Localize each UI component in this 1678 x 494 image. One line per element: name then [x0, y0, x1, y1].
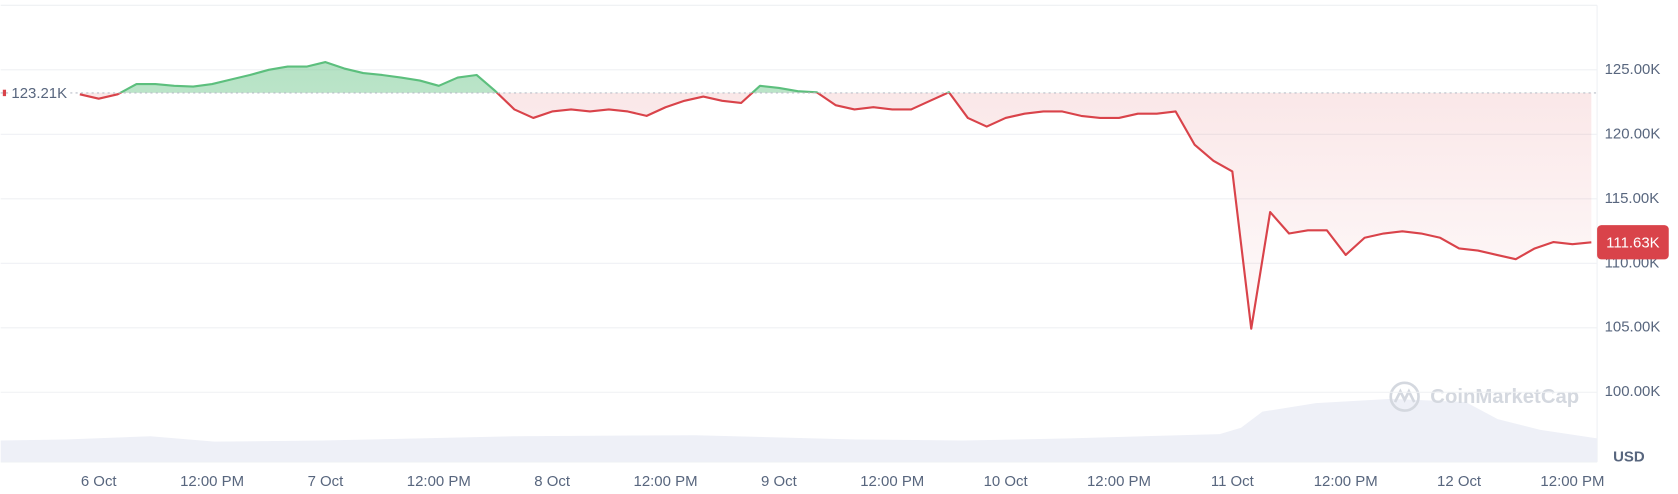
x-tick-label: 12:00 PM — [860, 473, 924, 490]
x-tick-label: 12 Oct — [1437, 473, 1482, 490]
x-tick-label: 12:00 PM — [634, 473, 698, 490]
baseline-label: 123.21K — [11, 85, 67, 102]
watermark: CoinMarketCap — [1430, 386, 1579, 408]
x-tick-label: 12:00 PM — [180, 473, 244, 490]
area-up — [120, 62, 950, 93]
x-tick-label: 12:00 PM — [1540, 473, 1604, 490]
y-tick-label: 125.00K — [1605, 61, 1661, 78]
x-tick-label: 12:00 PM — [1087, 473, 1151, 490]
y-tick-label: 100.00K — [1605, 383, 1661, 400]
x-tick-label: 9 Oct — [761, 473, 798, 490]
line-up — [117, 61, 951, 93]
watermark-logo — [1389, 381, 1420, 412]
x-tick-label: 11 Oct — [1211, 473, 1255, 490]
last-price-tag — [1597, 225, 1669, 260]
x-tick-label: 12:00 PM — [407, 473, 471, 490]
last-price-label: 111.63K — [1606, 234, 1660, 251]
y-tick-label: 120.00K — [1605, 125, 1661, 142]
line-down — [79, 92, 1592, 330]
x-tick-label: 10 Oct — [984, 473, 1029, 490]
baseline-marker — [2, 89, 7, 97]
baseline-label-bg — [8, 83, 71, 103]
y-tick-label: 105.00K — [1605, 319, 1661, 336]
area-down — [79, 92, 1592, 329]
y-axis-label: USD — [1613, 449, 1645, 466]
x-tick-label: 8 Oct — [534, 473, 571, 490]
x-tick-label: 6 Oct — [81, 473, 118, 490]
y-tick-label: 115.00K — [1605, 190, 1660, 207]
volume-area — [0, 398, 1598, 462]
x-tick-label: 12:00 PM — [1314, 473, 1378, 490]
x-tick-label: 7 Oct — [308, 473, 345, 490]
